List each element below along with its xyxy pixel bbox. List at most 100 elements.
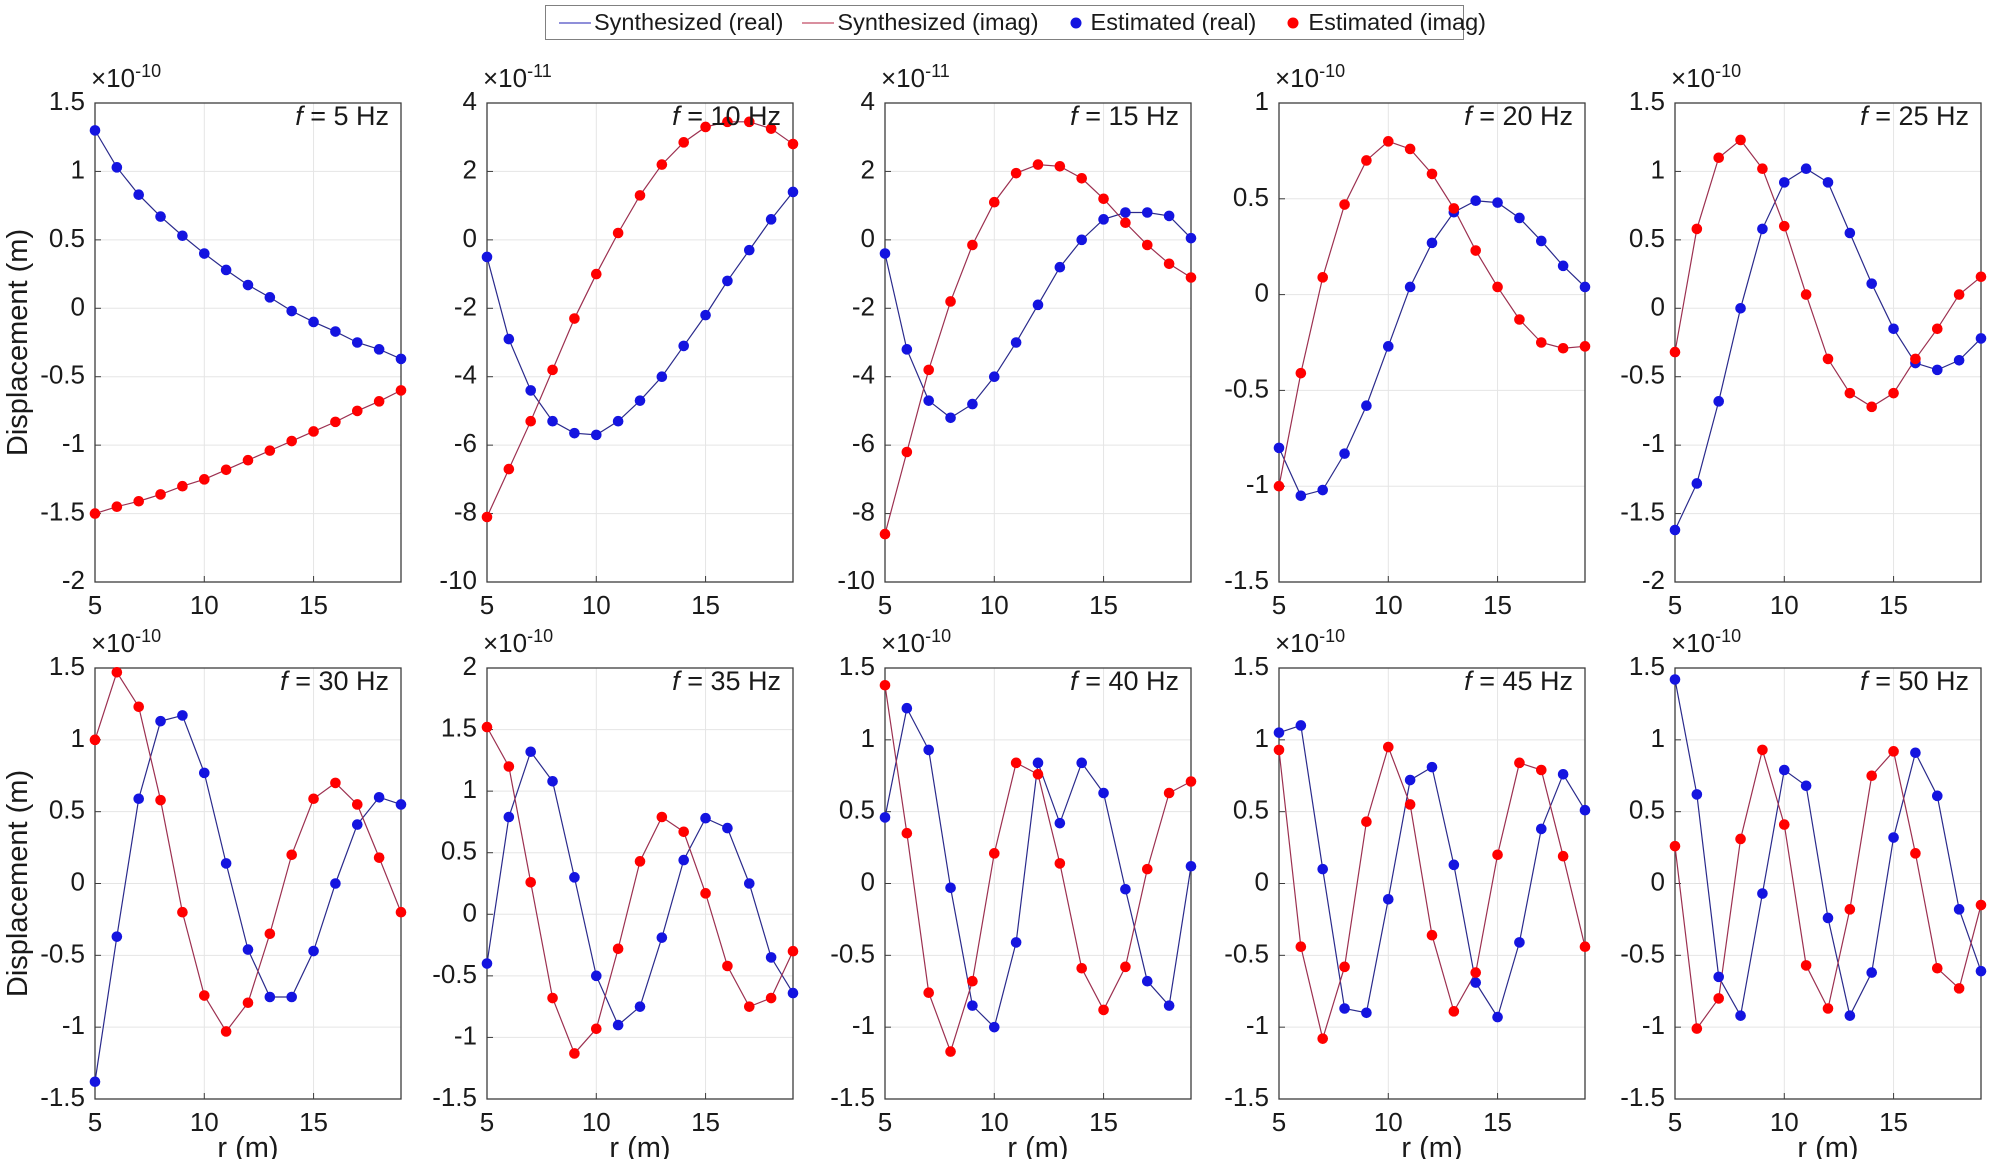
svg-text:f = 45 Hz: f = 45 Hz [1464,666,1573,696]
svg-text:-1.5: -1.5 [1620,497,1665,527]
svg-text:0: 0 [71,291,85,321]
svg-text:10: 10 [190,1107,219,1137]
svg-text:-1: -1 [1642,1010,1665,1040]
svg-text:-0.5: -0.5 [830,938,875,968]
svg-text:-8: -8 [852,497,875,527]
svg-text:1.5: 1.5 [1629,651,1665,681]
svg-text:-1.5: -1.5 [40,497,85,527]
svg-text:0.5: 0.5 [441,836,477,866]
svg-text:0.5: 0.5 [1629,795,1665,825]
svg-text:0.5: 0.5 [49,795,85,825]
svg-text:0.5: 0.5 [1233,795,1269,825]
svg-text:-4: -4 [454,360,477,390]
svg-text:0.5: 0.5 [1629,223,1665,253]
svg-text:5: 5 [88,1107,102,1137]
svg-text:×10-11: ×10-11 [483,61,552,93]
svg-text:1: 1 [71,154,85,184]
svg-text:f = 10 Hz: f = 10 Hz [672,101,781,131]
svg-text:-2: -2 [1642,565,1665,595]
svg-text:Displacement (m): Displacement (m) [2,770,34,997]
svg-text:15: 15 [691,1107,720,1137]
svg-text:f = 5 Hz: f = 5 Hz [295,101,389,131]
svg-text:f = 30 Hz: f = 30 Hz [280,666,389,696]
svg-text:0: 0 [861,223,875,253]
svg-text:5: 5 [1668,1107,1682,1137]
svg-text:0: 0 [1651,291,1665,321]
svg-text:15: 15 [1483,1107,1512,1137]
svg-text:1: 1 [71,723,85,753]
svg-text:1.5: 1.5 [49,86,85,116]
svg-text:×10-10: ×10-10 [1671,626,1741,658]
svg-text:15: 15 [299,1107,328,1137]
svg-text:-1: -1 [852,1010,875,1040]
svg-text:0: 0 [1255,278,1269,308]
svg-text:-0.5: -0.5 [40,360,85,390]
svg-text:0: 0 [1255,867,1269,897]
svg-text:0.5: 0.5 [1233,182,1269,212]
svg-text:4: 4 [861,86,875,116]
svg-text:15: 15 [1879,1107,1908,1137]
svg-text:×10-10: ×10-10 [1275,626,1345,658]
svg-text:1.5: 1.5 [1629,86,1665,116]
svg-text:0.5: 0.5 [49,223,85,253]
svg-text:-0.5: -0.5 [1620,360,1665,390]
svg-text:10: 10 [190,590,219,620]
svg-text:×10-11: ×10-11 [881,61,950,93]
svg-text:-6: -6 [454,428,477,458]
svg-text:2: 2 [861,154,875,184]
svg-text:5: 5 [878,1107,892,1137]
svg-text:Displacement (m): Displacement (m) [2,229,34,456]
svg-text:r (m): r (m) [609,1132,670,1159]
svg-text:f = 15 Hz: f = 15 Hz [1070,101,1179,131]
svg-text:×10-10: ×10-10 [483,626,553,658]
svg-text:f = 50 Hz: f = 50 Hz [1860,666,1969,696]
svg-text:2: 2 [463,651,477,681]
svg-text:-2: -2 [454,291,477,321]
svg-text:15: 15 [299,590,328,620]
svg-text:1: 1 [463,774,477,804]
svg-text:15: 15 [1089,590,1118,620]
svg-text:-1: -1 [1246,1010,1269,1040]
svg-text:-10: -10 [837,565,875,595]
svg-text:1: 1 [1255,723,1269,753]
svg-text:1: 1 [861,723,875,753]
svg-text:5: 5 [1272,1107,1286,1137]
svg-text:-1.5: -1.5 [40,1082,85,1112]
svg-text:10: 10 [1374,1107,1403,1137]
svg-text:-0.5: -0.5 [1620,938,1665,968]
svg-text:15: 15 [1879,590,1908,620]
svg-text:-4: -4 [852,360,875,390]
svg-text:15: 15 [1089,1107,1118,1137]
svg-text:0: 0 [463,223,477,253]
svg-text:2: 2 [463,154,477,184]
svg-text:1: 1 [1255,86,1269,116]
svg-text:f = 20 Hz: f = 20 Hz [1464,101,1573,131]
svg-text:10: 10 [1770,1107,1799,1137]
svg-text:10: 10 [980,590,1009,620]
svg-text:1: 1 [1651,154,1665,184]
svg-text:r (m): r (m) [217,1132,278,1159]
svg-text:-1.5: -1.5 [1224,1082,1269,1112]
svg-text:1.5: 1.5 [839,651,875,681]
svg-text:0: 0 [463,897,477,927]
svg-text:-1: -1 [1246,469,1269,499]
svg-text:-1.5: -1.5 [1620,1082,1665,1112]
svg-text:-0.5: -0.5 [1224,938,1269,968]
svg-text:r (m): r (m) [1401,1132,1462,1159]
svg-text:-1: -1 [62,1010,85,1040]
svg-text:-0.5: -0.5 [432,959,477,989]
svg-text:-1: -1 [62,428,85,458]
svg-text:×10-10: ×10-10 [881,626,951,658]
svg-text:×10-10: ×10-10 [91,61,161,93]
svg-text:r (m): r (m) [1797,1132,1858,1159]
svg-text:-1.5: -1.5 [830,1082,875,1112]
svg-text:×10-10: ×10-10 [91,626,161,658]
svg-text:10: 10 [980,1107,1009,1137]
svg-text:10: 10 [1770,590,1799,620]
svg-text:f = 25 Hz: f = 25 Hz [1860,101,1969,131]
svg-text:1: 1 [1651,723,1665,753]
svg-text:5: 5 [1668,590,1682,620]
svg-text:-1.5: -1.5 [432,1082,477,1112]
svg-text:10: 10 [582,1107,611,1137]
svg-text:10: 10 [1374,590,1403,620]
